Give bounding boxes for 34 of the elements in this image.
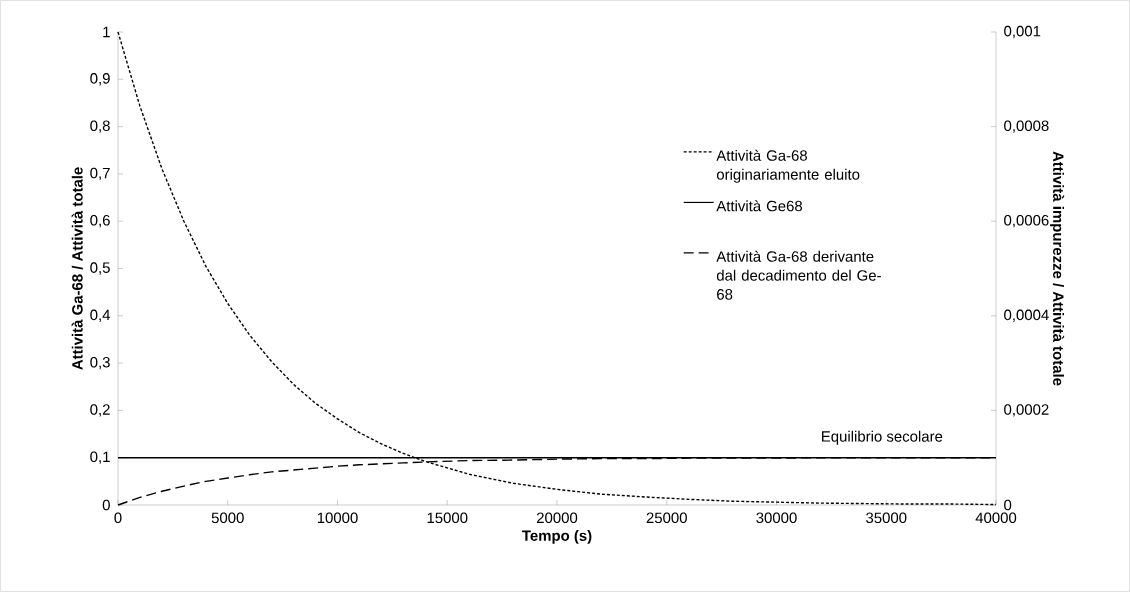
y-tick-label: 0,5 [90,262,110,275]
y-tick-label: 0,2 [90,404,110,417]
y2-tick-label: 0,0006 [1004,215,1049,228]
y-tick-label: 0,8 [90,120,110,133]
x-tick-label: 40000 [975,512,1017,524]
y-tick-label: 0,1 [90,451,110,464]
x-tick-label: 35000 [866,512,907,524]
y2-tick-label: 0,0002 [1004,404,1049,417]
x-tick-label: 0 [114,512,122,524]
x-tick-label: 15000 [427,512,468,524]
y2-axis-title: Attività impurezze / Attività totale [1050,151,1065,386]
y-tick-label: 0,4 [90,309,111,322]
y2-tick-label: 0 [1004,499,1012,511]
x-tick-label: 30000 [756,512,797,524]
legend-label: Attività Ga-68 derivante dal decadimento del Ge-68 [716,250,881,300]
legend-label: Attività Ga-68 originariamente eluito [716,149,860,183]
y-axis-title: Attività Ga-68 / Attività totale [71,167,83,370]
line-series [117,31,997,506]
y2-tick-label: 0,001 [1004,25,1041,39]
y-tick-label: 0 [102,499,110,511]
y2-tick-label: 0,0004 [1004,309,1049,322]
y-tick-label: 0,7 [90,167,110,181]
y-tick-label: 0,9 [90,73,110,86]
legend-label: Attività Ge68 [716,200,803,212]
x-axis-title: Tempo (s) [522,529,592,544]
annotation: Equilibrio secolare [822,430,943,445]
x-tick-label: 10000 [317,512,358,524]
y-tick-label: 1 [103,26,110,38]
x-tick-label: 5000 [211,512,244,524]
x-tick-label: 20000 [536,512,578,524]
y-tick-label: 0,6 [90,215,110,228]
y-tick-label: 0,3 [90,356,110,370]
y2-tick-label: 0,0008 [1004,120,1049,133]
x-tick-label: 25000 [646,512,687,524]
